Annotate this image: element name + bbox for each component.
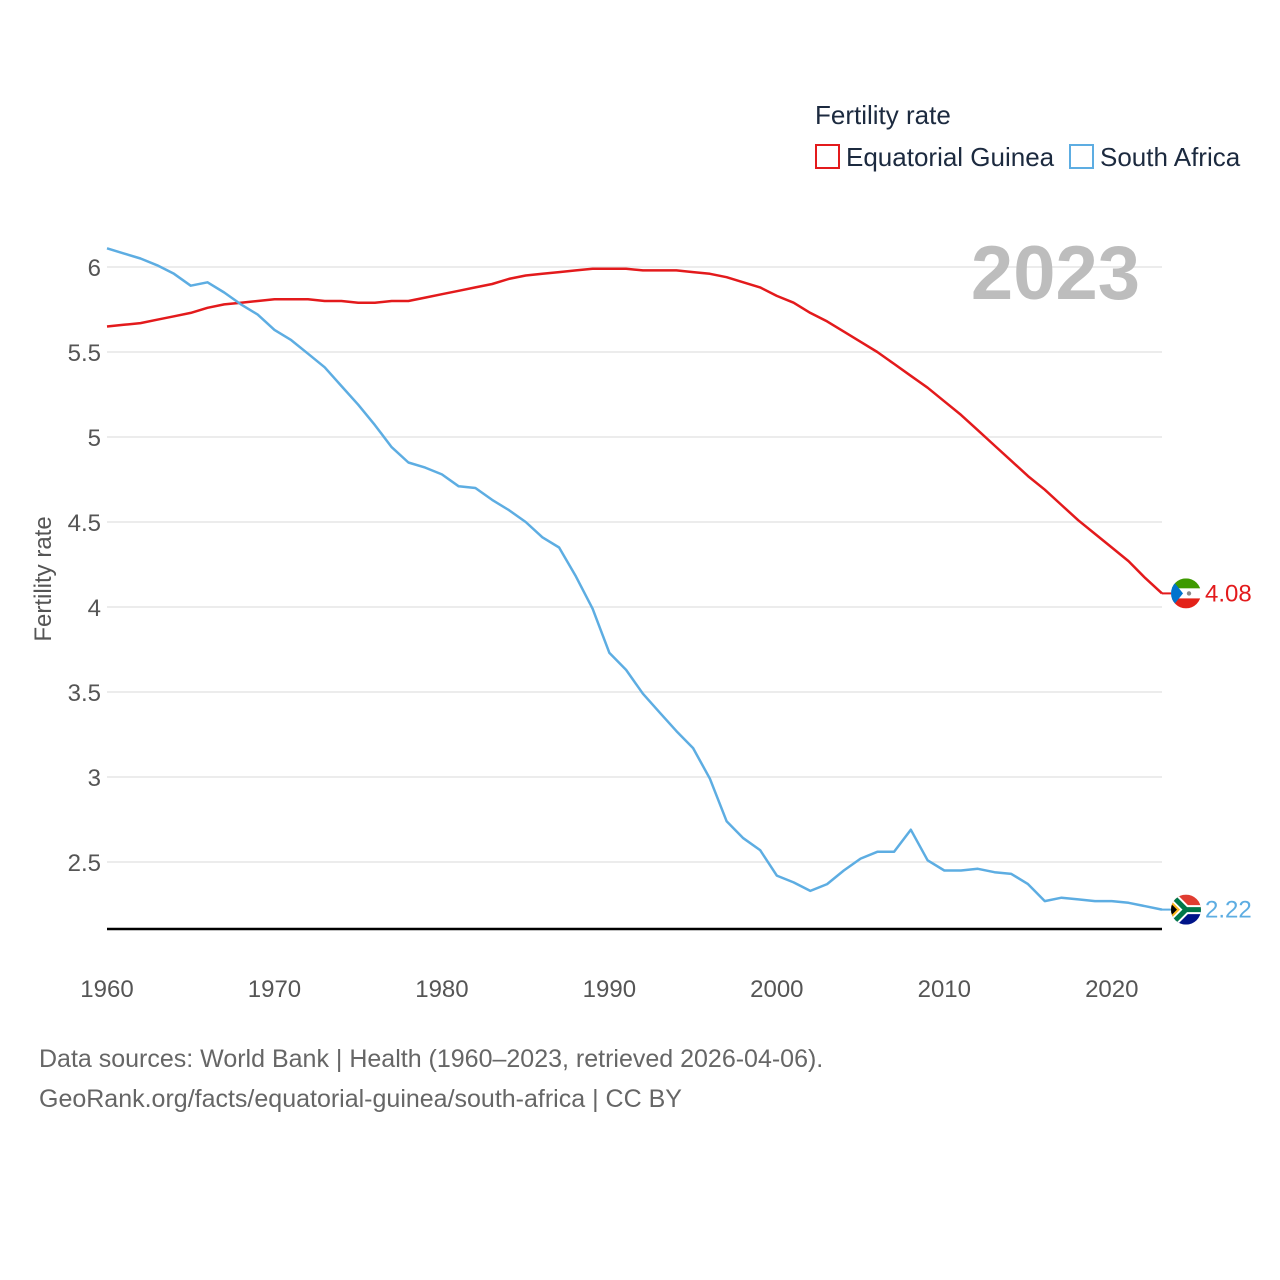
series-line-south-africa[interactable]	[106, 247, 1163, 911]
legend[interactable]: Fertility rate Equatorial Guinea South A…	[815, 100, 1241, 172]
y-tick-label: 4	[88, 595, 101, 622]
legend-swatch-south-africa	[1069, 144, 1094, 169]
end-label-south-africa: 2.22	[1205, 897, 1252, 924]
x-tick-label: 1980	[415, 976, 468, 1003]
legend-title: Fertility rate	[815, 100, 951, 130]
legend-label-equatorial-guinea: Equatorial Guinea	[846, 142, 1055, 172]
legend-label-south-africa: South Africa	[1100, 142, 1241, 172]
x-axis-ticks: 1960 1970 1980 1990 2000 2010 2020	[80, 976, 1138, 1003]
x-tick-label: 2010	[918, 976, 971, 1003]
y-tick-label: 3.5	[68, 680, 101, 707]
x-tick-label: 2000	[750, 976, 803, 1003]
series-line-equatorial-guinea[interactable]	[106, 267, 1163, 595]
y-tick-label: 2.5	[68, 850, 101, 877]
y-axis-label: Fertility rate	[30, 516, 57, 641]
x-tick-label: 2020	[1085, 976, 1138, 1003]
gridlines	[107, 266, 1162, 863]
year-label: 2023	[971, 231, 1140, 316]
y-axis-ticks: 2.5 3 3.5 4 4.5 5 5.5 6	[68, 255, 101, 877]
y-tick-label: 5	[88, 425, 101, 452]
end-markers: 4.08 2.22	[1162, 578, 1252, 925]
y-tick-label: 6	[88, 255, 101, 282]
legend-item-equatorial-guinea[interactable]: Equatorial Guinea	[815, 142, 1055, 172]
y-tick-label: 3	[88, 765, 101, 792]
legend-swatch-equatorial-guinea	[815, 144, 840, 169]
x-tick-label: 1960	[80, 976, 133, 1003]
footer-attribution[interactable]: GeoRank.org/facts/equatorial-guinea/sout…	[39, 1085, 682, 1113]
series-lines	[106, 247, 1163, 911]
end-label-equatorial-guinea: 4.08	[1205, 580, 1252, 607]
south-africa-flag-icon	[1171, 894, 1201, 925]
line-chart: 2.5 3 3.5 4 4.5 5 5.5 6 1960 1970 1980 1990 2000 201…	[30, 100, 1252, 1003]
footer-sources: Data sources: World Bank | Health (1960–…	[39, 1045, 824, 1073]
x-tick-label: 1970	[248, 976, 301, 1003]
x-tick-label: 1990	[583, 976, 636, 1003]
y-tick-label: 4.5	[68, 510, 101, 537]
equatorial-guinea-flag-icon	[1171, 578, 1201, 609]
y-tick-label: 5.5	[68, 340, 101, 367]
legend-item-south-africa[interactable]: South Africa	[1069, 142, 1241, 172]
